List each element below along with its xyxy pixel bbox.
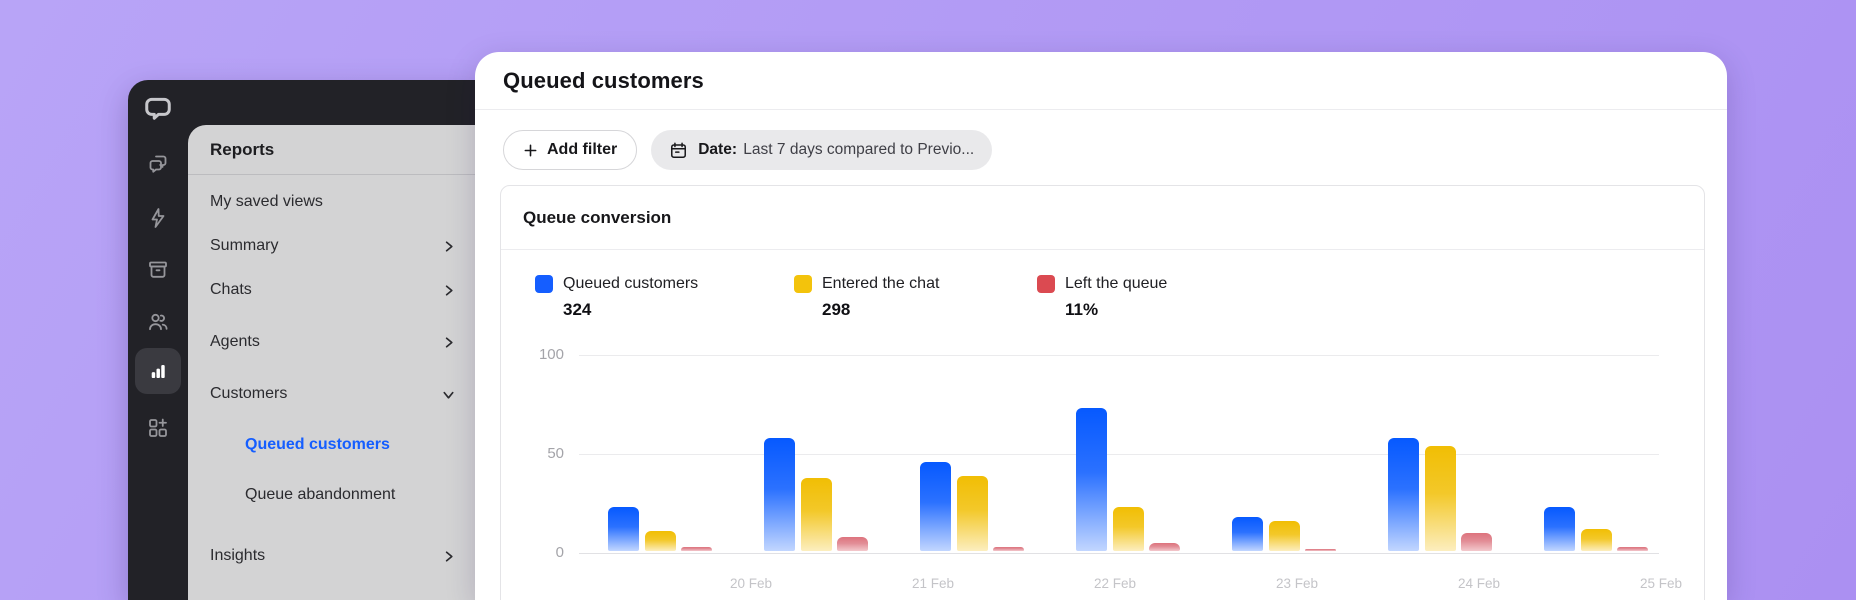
panel-title: Queue conversion (523, 207, 672, 227)
plus-icon (524, 144, 537, 156)
x-axis-label-25-feb: 25 Feb (1639, 576, 1683, 591)
bar-20-feb-1[interactable] (800, 477, 832, 551)
sidebar-item-insights[interactable]: Insights (188, 541, 480, 571)
legend-label: Entered the chat (822, 275, 940, 292)
sidebar-item-label: Customers (210, 385, 288, 402)
y-axis-label-0: 0 (555, 544, 564, 561)
add-filter-button[interactable]: Add filter (503, 130, 638, 170)
bar-21-feb-0[interactable] (920, 461, 951, 551)
sidebar-item-label: Summary (210, 237, 279, 254)
archive-box-icon (149, 261, 167, 278)
sidebar-item-queued-customers[interactable]: Queued customers (188, 430, 480, 460)
calendar-icon (671, 141, 687, 158)
date-filter-key: Date: (698, 141, 737, 158)
chats-icon (149, 155, 167, 173)
bar-20-feb-0[interactable] (764, 438, 795, 551)
gridline-0 (579, 553, 1659, 554)
sidebar-item-label: Queue abandonment (245, 486, 396, 503)
x-axis-label-24-feb: 24 Feb (1457, 576, 1501, 591)
sidebar-item-my-saved-views[interactable]: My saved views (188, 187, 480, 217)
x-axis-label-23-feb: 23 Feb (1275, 576, 1319, 591)
legend-item-left-the-queue[interactable]: Left the queue 11% (1037, 274, 1167, 320)
sidebar-item-label: My saved views (210, 193, 323, 210)
page-title: Queued customers (503, 67, 704, 93)
date-filter-value: Last 7 days compared to Previo... (743, 141, 975, 158)
sidebar-item-agents[interactable]: Agents (188, 327, 480, 357)
sidebar-item-engage[interactable] (128, 201, 188, 235)
sidebar-title: Reports (188, 125, 480, 175)
panel-header: Queue conversion (501, 186, 1704, 250)
lightning-icon (151, 208, 165, 228)
bar-24-feb-1[interactable] (1424, 446, 1456, 551)
filter-bar: Add filter Date: Last 7 days compared to… (475, 110, 1727, 170)
people-icon (149, 313, 168, 331)
legend-value: 298 (822, 300, 851, 319)
legend-label: Queued customers (563, 275, 699, 292)
y-axis-label-100: 100 (538, 346, 564, 363)
bar-19-feb-2[interactable] (681, 547, 712, 551)
speech-bubble-icon (145, 97, 171, 120)
x-axis-label-21-feb: 21 Feb (911, 576, 955, 591)
bar-22-feb-2[interactable] (1149, 543, 1180, 551)
bar-19-feb-1[interactable] (644, 531, 676, 551)
page-header: Queued customers (475, 52, 1727, 110)
sidebar-item-archives[interactable] (128, 253, 188, 287)
bar-24-feb-0[interactable] (1388, 438, 1419, 551)
bar-25-feb-0[interactable] (1544, 507, 1575, 551)
chevron-right-icon (445, 284, 453, 296)
queue-conversion-panel: Queue conversion Queued customers 324 En… (500, 185, 1705, 600)
sidebar-item-label: Queued customers (245, 436, 390, 453)
bar-23-feb-2[interactable] (1305, 549, 1336, 551)
reports-sidebar: Reports My saved views Summary Chats Age… (188, 125, 480, 600)
bar-22-feb-0[interactable] (1076, 408, 1107, 551)
x-axis-label-22-feb: 22 Feb (1093, 576, 1137, 591)
gridline-100 (579, 355, 1659, 356)
gridline-50 (579, 454, 1659, 455)
bar-chart-icon (151, 365, 165, 379)
bar-23-feb-1[interactable] (1268, 521, 1300, 551)
chevron-right-icon (445, 336, 453, 348)
icon-rail (128, 80, 188, 600)
sidebar-item-chats[interactable] (128, 147, 188, 181)
livechat-logo-icon[interactable] (128, 93, 188, 127)
sidebar-item-queue-abandonment[interactable]: Queue abandonment (188, 480, 480, 510)
x-axis-label-20-feb: 20 Feb (729, 576, 773, 591)
legend-value: 324 (563, 300, 592, 319)
bar-24-feb-2[interactable] (1461, 533, 1492, 551)
sidebar-item-label: Insights (210, 547, 266, 564)
bar-25-feb-1[interactable] (1580, 529, 1612, 551)
legend-label: Left the queue (1065, 275, 1168, 292)
grid-plus-icon (149, 418, 167, 437)
bar-22-feb-1[interactable] (1112, 507, 1144, 551)
sidebar-item-chats-report[interactable]: Chats (188, 275, 480, 305)
date-filter-label: Date: Last 7 days compared to Previo... (698, 141, 974, 159)
sidebar-item-summary[interactable]: Summary (188, 231, 480, 261)
chevron-right-icon (445, 240, 453, 252)
legend-swatch-blue (535, 275, 553, 293)
chevron-down-icon (443, 391, 454, 399)
legend-item-entered-the-chat[interactable]: Entered the chat 298 (794, 274, 939, 320)
chevron-right-icon (445, 550, 453, 562)
y-axis-label-50: 50 (547, 445, 564, 462)
sidebar-item-label: Chats (210, 281, 252, 298)
bar-19-feb-0[interactable] (608, 507, 639, 551)
bar-23-feb-0[interactable] (1232, 517, 1263, 551)
sidebar-item-apps[interactable] (128, 411, 188, 445)
bar-21-feb-1[interactable] (956, 475, 988, 551)
legend-swatch-yellow (794, 275, 812, 293)
bar-21-feb-2[interactable] (993, 547, 1024, 551)
sidebar-item-customers-report[interactable]: Customers (188, 379, 480, 409)
add-filter-label: Add filter (547, 141, 618, 158)
legend-item-queued-customers[interactable]: Queued customers 324 (535, 274, 698, 320)
bar-20-feb-2[interactable] (837, 537, 868, 551)
legend-swatch-red (1037, 275, 1055, 293)
bar-25-feb-2[interactable] (1617, 547, 1648, 551)
sidebar-item-customers[interactable] (128, 305, 188, 339)
sidebar-item-reports-active[interactable] (135, 348, 181, 394)
main-panel: Queued customers Add filter Date: Last 7… (475, 52, 1727, 600)
sidebar-item-label: Agents (210, 333, 260, 350)
legend-value: 11% (1065, 300, 1099, 319)
date-filter-chip[interactable]: Date: Last 7 days compared to Previo... (651, 130, 993, 170)
